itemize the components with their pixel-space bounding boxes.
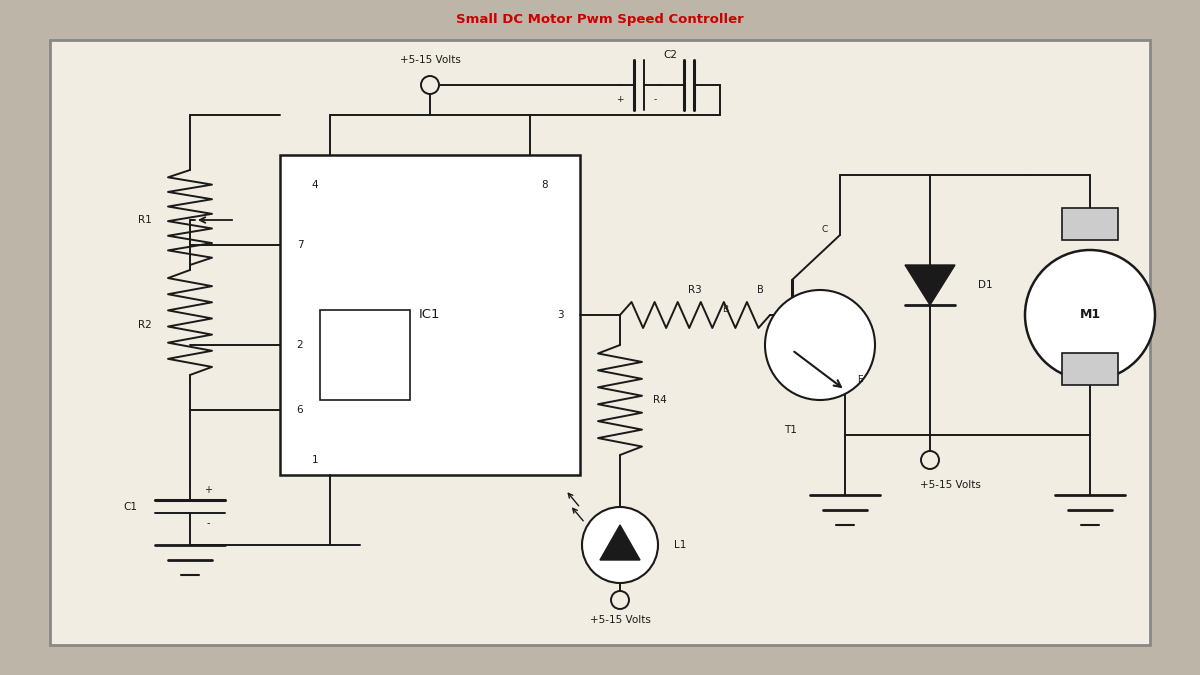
Circle shape [421, 76, 439, 94]
Polygon shape [600, 525, 640, 560]
Text: B: B [757, 285, 763, 295]
Text: 2: 2 [296, 340, 304, 350]
Text: 7: 7 [296, 240, 304, 250]
Text: R3: R3 [688, 285, 702, 295]
Text: 4: 4 [312, 180, 318, 190]
Circle shape [582, 507, 658, 583]
Text: E: E [857, 375, 863, 385]
Text: +5-15 Volts: +5-15 Volts [400, 55, 461, 65]
Text: +: + [204, 485, 212, 495]
Polygon shape [905, 265, 955, 305]
Text: +5-15 Volts: +5-15 Volts [919, 480, 980, 490]
Circle shape [766, 290, 875, 400]
Bar [320, 310, 410, 400]
Text: C1: C1 [124, 502, 137, 512]
Text: L1: L1 [674, 540, 686, 550]
Text: 3: 3 [557, 310, 563, 320]
Bar [1062, 208, 1118, 240]
Text: -: - [206, 518, 210, 528]
Text: D1: D1 [978, 280, 992, 290]
Text: 6: 6 [296, 405, 304, 415]
Bar [1062, 353, 1118, 385]
Text: IC1: IC1 [419, 308, 440, 321]
Circle shape [922, 451, 940, 469]
Text: M1: M1 [1080, 308, 1100, 321]
Circle shape [1025, 250, 1154, 380]
Text: +5-15 Volts: +5-15 Volts [589, 615, 650, 625]
Text: R4: R4 [653, 395, 667, 405]
Text: Small DC Motor Pwm Speed Controller: Small DC Motor Pwm Speed Controller [456, 14, 744, 26]
Bar [50, 40, 1150, 645]
Text: +: + [617, 95, 624, 105]
Text: B: B [722, 306, 728, 315]
Circle shape [611, 591, 629, 609]
Text: C: C [822, 225, 828, 234]
Text: 1: 1 [312, 455, 318, 465]
Text: R1: R1 [138, 215, 152, 225]
Text: 8: 8 [541, 180, 548, 190]
Text: -: - [653, 95, 656, 105]
Bar [280, 155, 580, 475]
Text: T1: T1 [784, 425, 797, 435]
Text: R2: R2 [138, 320, 152, 330]
Text: C2: C2 [662, 50, 677, 60]
